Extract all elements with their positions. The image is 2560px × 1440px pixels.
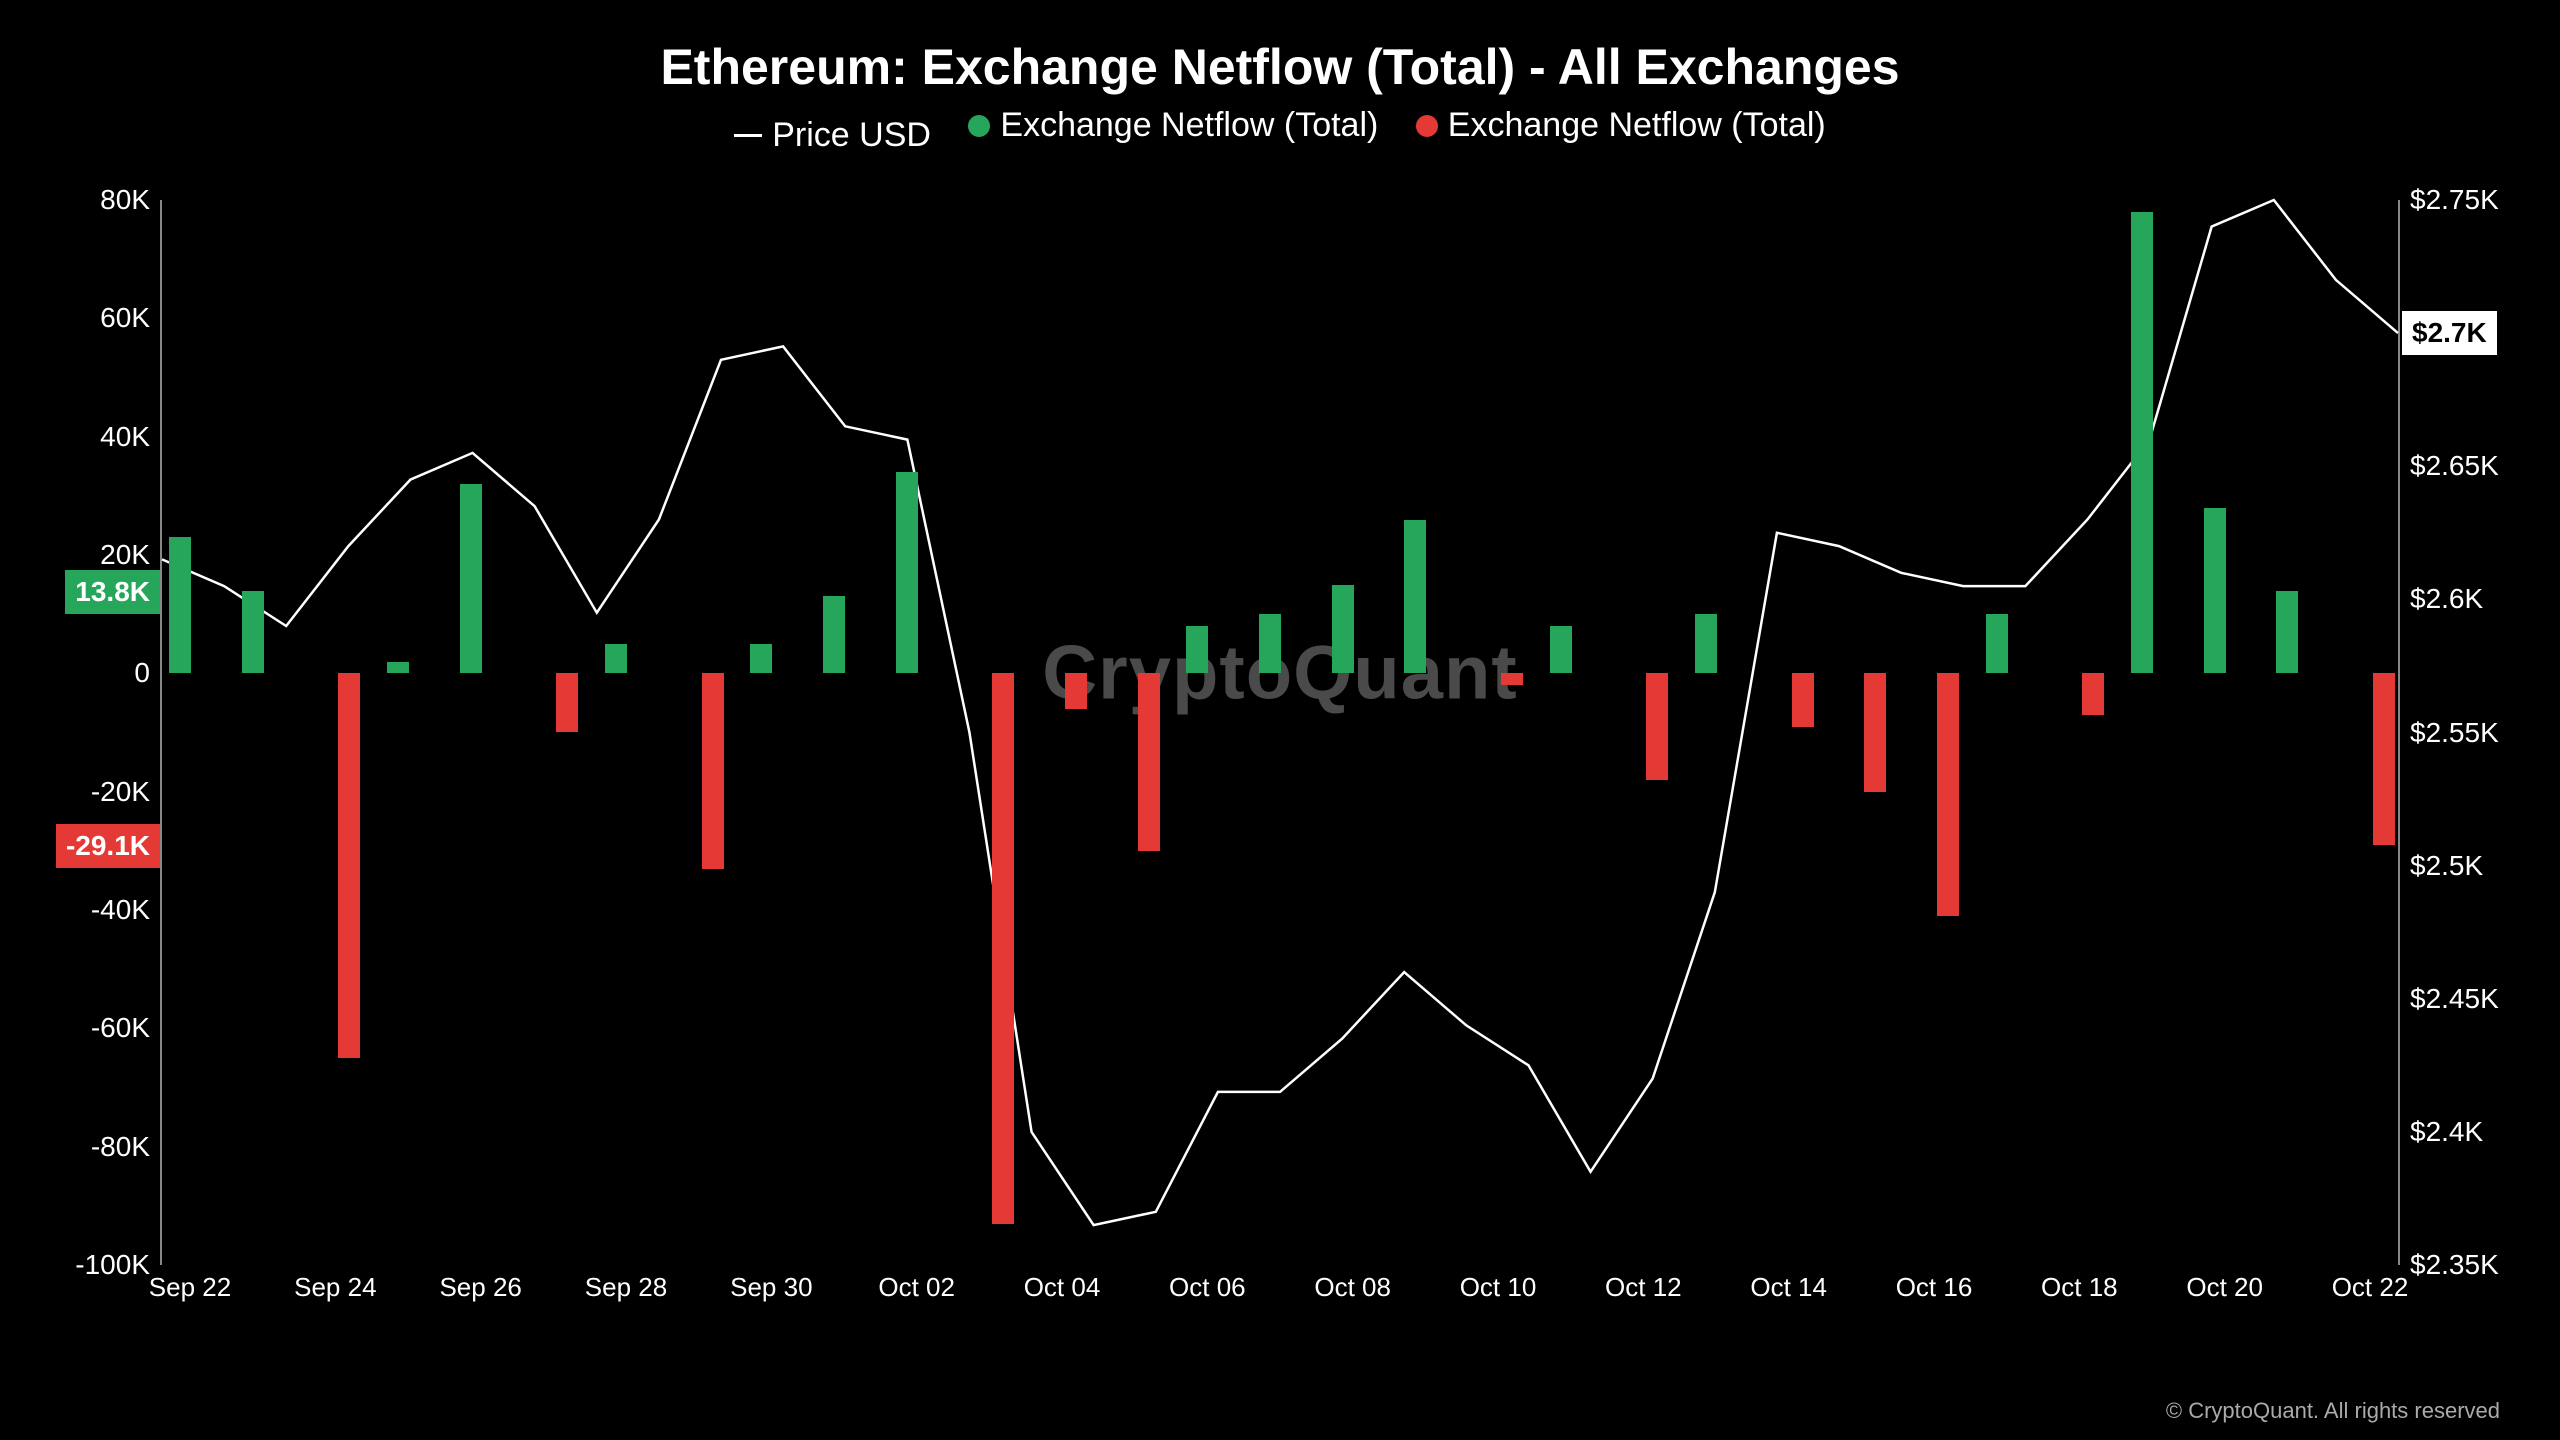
bar-positive [169,537,191,673]
bar-positive [750,644,772,674]
y-left-tick: 80K [100,184,150,216]
bar-negative [2373,673,2395,845]
copyright-text: © CryptoQuant. All rights reserved [2166,1398,2500,1424]
bar-negative [2082,673,2104,714]
chart-area: CryptoQuant 80K60K40K20K0-20K-40K-60K-80… [160,200,2400,1310]
bar-negative [1792,673,1814,726]
x-tick: Oct 22 [2332,1272,2409,1303]
bar-positive [896,472,918,673]
x-tick: Oct 04 [1024,1272,1101,1303]
y-right-tick: $2.6K [2410,583,2483,615]
bar-negative [1937,673,1959,916]
bar-negative [338,673,360,1058]
bar-negative [1864,673,1886,791]
bar-negative [702,673,724,868]
y-left-tick: 0 [134,657,150,689]
badge-red: -29.1K [56,824,160,868]
legend: Price USD Exchange Netflow (Total) Excha… [0,106,2560,155]
bar-positive [1404,520,1426,674]
y-left-tick: -20K [91,776,150,808]
bar-positive [1695,614,1717,673]
y-left-tick: 20K [100,539,150,571]
x-tick: Oct 10 [1460,1272,1537,1303]
x-tick: Oct 18 [2041,1272,2118,1303]
bar-negative [1065,673,1087,709]
y-right-tick: $2.65K [2410,450,2499,482]
bar-negative [1501,673,1523,685]
legend-item-negative: Exchange Netflow (Total) [1416,106,1826,145]
dot-icon [1416,115,1438,137]
legend-item-price: Price USD [734,116,931,155]
legend-label-positive: Exchange Netflow (Total) [1000,106,1378,145]
bar-positive [1550,626,1572,673]
x-tick: Sep 24 [294,1272,376,1303]
plot-region: CryptoQuant 80K60K40K20K0-20K-40K-60K-80… [160,200,2400,1265]
y-right-tick: $2.45K [2410,983,2499,1015]
bar-positive [2276,591,2298,674]
legend-label-price: Price USD [772,116,931,155]
x-tick: Sep 22 [149,1272,231,1303]
line-icon [734,134,762,137]
legend-label-negative: Exchange Netflow (Total) [1448,106,1826,145]
bar-negative [556,673,578,732]
y-right-tick: $2.55K [2410,717,2499,749]
badge-green: 13.8K [65,570,160,614]
bar-positive [460,484,482,673]
bar-positive [2131,212,2153,674]
y-right-tick: $2.35K [2410,1249,2499,1281]
bar-positive [387,662,409,674]
badge-price: $2.7K [2402,311,2497,355]
bar-positive [1332,585,1354,674]
x-tick: Sep 30 [730,1272,812,1303]
bar-negative [992,673,1014,1223]
y-left-tick: -40K [91,894,150,926]
x-tick: Oct 14 [1750,1272,1827,1303]
x-tick: Oct 20 [2186,1272,2263,1303]
y-right-tick: $2.5K [2410,850,2483,882]
y-left-tick: 40K [100,421,150,453]
x-tick: Oct 02 [878,1272,955,1303]
bar-positive [605,644,627,674]
y-left-tick: -60K [91,1012,150,1044]
bar-positive [1986,614,2008,673]
price-line-path [162,200,2398,1265]
x-tick: Oct 16 [1896,1272,1973,1303]
y-left-tick: 60K [100,302,150,334]
bar-positive [2204,508,2226,674]
y-right-tick: $2.4K [2410,1116,2483,1148]
bar-negative [1138,673,1160,851]
bar-negative [1646,673,1668,780]
chart-title: Ethereum: Exchange Netflow (Total) - All… [0,0,2560,96]
x-tick: Oct 12 [1605,1272,1682,1303]
bar-positive [1186,626,1208,673]
x-tick: Sep 28 [585,1272,667,1303]
bar-positive [242,591,264,674]
dot-icon [968,115,990,137]
x-tick: Oct 08 [1314,1272,1391,1303]
x-tick: Sep 26 [439,1272,521,1303]
y-left-tick: -100K [75,1249,150,1281]
bar-positive [1259,614,1281,673]
bar-positive [823,596,845,673]
legend-item-positive: Exchange Netflow (Total) [968,106,1378,145]
x-tick: Oct 06 [1169,1272,1246,1303]
y-left-tick: -80K [91,1131,150,1163]
y-right-tick: $2.75K [2410,184,2499,216]
